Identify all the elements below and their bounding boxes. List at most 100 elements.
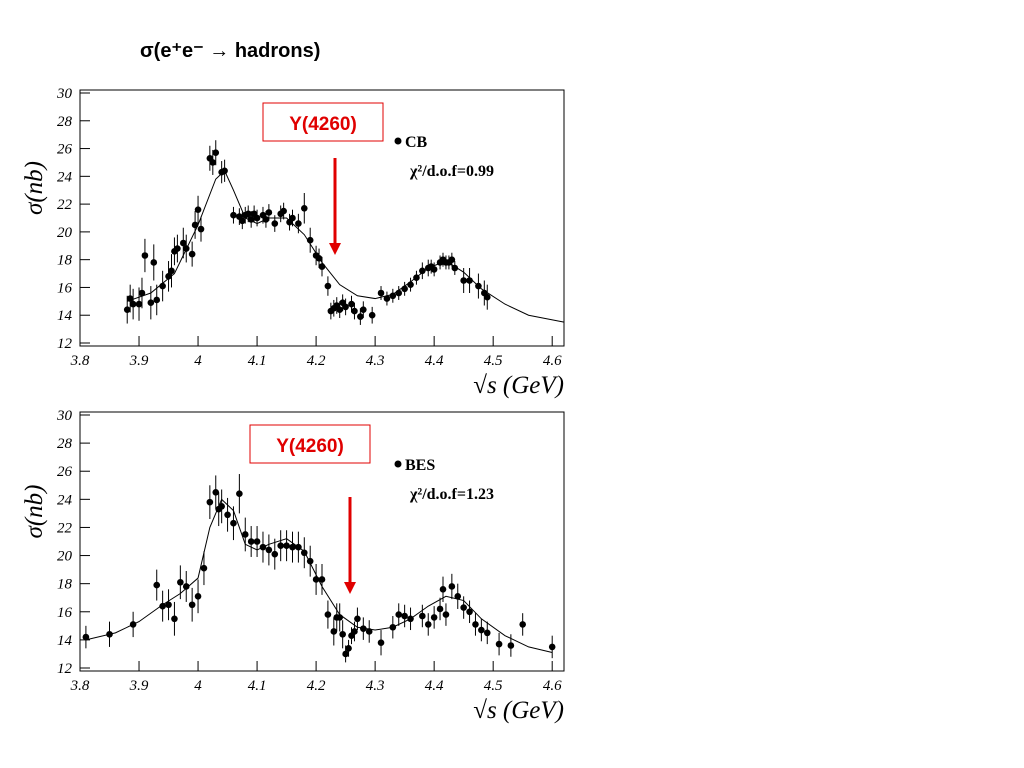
legend-marker — [394, 137, 402, 145]
data-point — [318, 263, 326, 270]
data-point — [141, 252, 149, 259]
data-point — [283, 542, 290, 550]
y-tick-label: 14 — [57, 308, 73, 324]
x-tick-label: 4.1 — [248, 353, 267, 369]
x-axis-label: √s (GeV) — [473, 372, 564, 399]
fit-quality: χ²/d.o.f=0.99 — [409, 163, 494, 180]
data-point — [188, 601, 196, 609]
data-point — [424, 621, 432, 628]
y-axis-label: σ(nb) — [21, 161, 48, 215]
data-point — [236, 490, 243, 498]
y-tick-label: 24 — [57, 169, 73, 185]
data-point — [377, 289, 385, 297]
data-point — [280, 207, 287, 215]
data-point — [451, 264, 459, 272]
legend-label: BES — [405, 457, 435, 474]
y-tick-label: 16 — [57, 280, 73, 296]
annotation: Y(4260) — [289, 114, 357, 135]
fit-curve — [127, 169, 565, 323]
legend-label: CB — [405, 134, 428, 151]
x-tick-label: 4.2 — [307, 353, 326, 369]
x-tick-label: 3.8 — [70, 353, 90, 369]
data-point — [439, 585, 447, 593]
x-tick-label: 4.1 — [248, 678, 267, 694]
data-point — [271, 550, 279, 558]
data-point — [138, 289, 146, 297]
data-point — [548, 643, 556, 651]
y-tick-label: 30 — [56, 408, 73, 424]
data-point — [300, 204, 308, 212]
x-tick-label: 4.6 — [543, 678, 562, 694]
data-point — [324, 282, 332, 290]
data-point — [200, 564, 208, 572]
x-tick-label: 3.8 — [70, 678, 90, 694]
data-point — [177, 578, 184, 586]
data-point — [436, 605, 444, 613]
fit-quality: χ²/d.o.f=1.23 — [409, 486, 494, 503]
x-axis-label: √s (GeV) — [473, 697, 564, 724]
y-tick-label: 12 — [57, 661, 73, 677]
data-point — [383, 295, 391, 302]
data-point — [289, 214, 296, 222]
data-point — [389, 292, 397, 300]
data-point — [395, 611, 403, 618]
data-point — [123, 306, 131, 313]
data-point — [241, 531, 249, 538]
data-point — [147, 299, 155, 307]
fit-curve — [85, 498, 553, 654]
data-point — [153, 296, 161, 304]
y-tick-label: 18 — [57, 253, 73, 269]
data-point — [206, 498, 214, 506]
data-point — [483, 293, 491, 301]
data-point — [194, 206, 202, 213]
data-point — [265, 209, 273, 216]
data-point — [318, 576, 326, 583]
y-tick-label: 30 — [56, 86, 73, 102]
y-tick-label: 28 — [57, 114, 73, 130]
y-tick-label: 20 — [57, 549, 73, 565]
y-tick-label: 28 — [57, 436, 73, 452]
data-point — [507, 642, 515, 649]
data-point — [159, 602, 166, 610]
y-tick-label: 22 — [57, 197, 73, 213]
data-point — [339, 630, 346, 638]
x-tick-label: 4.3 — [366, 353, 385, 369]
arrow-head — [344, 582, 356, 594]
data-point — [448, 583, 456, 590]
data-point — [165, 273, 172, 280]
data-point — [324, 611, 332, 618]
arrow-head — [329, 243, 341, 255]
x-tick-label: 4.5 — [484, 678, 503, 694]
data-point — [174, 245, 181, 252]
data-point — [224, 511, 231, 519]
data-point — [277, 542, 284, 550]
data-point — [368, 311, 376, 319]
data-point — [295, 220, 302, 227]
data-point — [351, 307, 358, 315]
x-tick-label: 4.5 — [484, 353, 503, 369]
x-tick-label: 3.9 — [129, 353, 149, 369]
data-point — [348, 300, 355, 308]
data-point — [168, 267, 175, 275]
data-point — [345, 645, 352, 652]
data-point — [430, 614, 438, 621]
data-point — [419, 612, 426, 620]
data-point — [212, 149, 220, 157]
y-tick-label: 16 — [57, 605, 73, 621]
data-point — [135, 300, 143, 308]
data-point — [153, 581, 161, 589]
data-point — [472, 621, 479, 628]
y-tick-label: 18 — [57, 577, 73, 593]
data-point — [442, 611, 450, 618]
data-point — [330, 628, 338, 635]
data-point — [519, 621, 526, 628]
y-tick-label: 24 — [57, 492, 73, 508]
data-point — [244, 210, 252, 218]
y-tick-label: 22 — [57, 520, 73, 536]
data-point — [360, 306, 367, 313]
data-point — [212, 489, 220, 496]
data-point — [430, 266, 438, 273]
data-point — [129, 300, 137, 308]
data-point — [179, 239, 187, 247]
